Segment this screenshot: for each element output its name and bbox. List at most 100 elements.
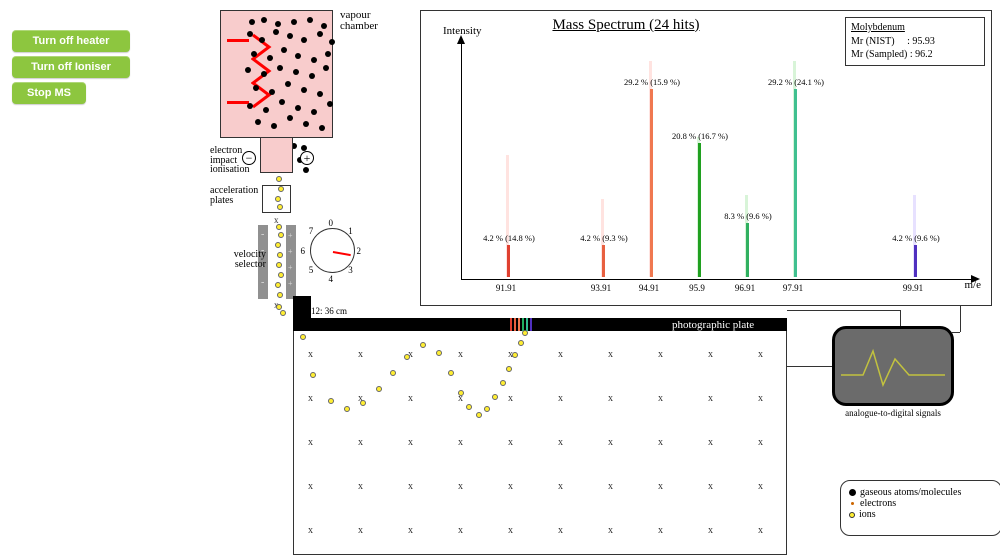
- atom-dot: [255, 119, 261, 125]
- atom-dot: [327, 101, 333, 107]
- field-x-mark: x: [558, 481, 563, 492]
- turn-off-heater-button[interactable]: Turn off heater: [12, 30, 130, 52]
- atom-dot: [247, 31, 253, 37]
- ion-dot: [448, 370, 454, 376]
- ion-dot: [404, 354, 410, 360]
- plate-label: photographic plate: [672, 319, 754, 331]
- ion-dot: [277, 204, 283, 210]
- ion-dot: [344, 406, 350, 412]
- legend-electrons: electrons: [849, 498, 993, 509]
- ion-dot: [310, 372, 316, 378]
- field-x-mark: x: [458, 437, 463, 448]
- atom-dot: [303, 167, 309, 173]
- spectrum-peak: [602, 245, 605, 277]
- field-x-mark: x: [758, 437, 763, 448]
- atom-dot: [279, 99, 285, 105]
- spectrum-peak: [507, 245, 510, 277]
- arrow-up-icon: [457, 35, 465, 44]
- spectrum-peak: [794, 89, 797, 277]
- oscilloscope-label: analogue-to-digital signals: [832, 408, 954, 418]
- field-x-mark: x: [558, 437, 563, 448]
- ion-dot: [466, 404, 472, 410]
- peak-label: 4.2 % (14.8 %): [483, 233, 535, 243]
- field-x-mark: x: [458, 481, 463, 492]
- c12-label: C12: 36 cm: [305, 306, 347, 316]
- ion-dot: [458, 390, 464, 396]
- ion-dot: [500, 380, 506, 386]
- ion-dot: [390, 370, 396, 376]
- isotope-mark: [530, 318, 532, 331]
- field-x-mark: x: [658, 525, 663, 536]
- ion-dot: [275, 282, 281, 288]
- field-x-mark: x: [358, 437, 363, 448]
- field-x-mark: x: [458, 525, 463, 536]
- atom-dot: [247, 103, 253, 109]
- ion-dot: [328, 398, 334, 404]
- atom-dot: [295, 53, 301, 59]
- ion-dot: [278, 186, 284, 192]
- field-x-mark: x: [308, 481, 313, 492]
- field-x-mark: x: [708, 481, 713, 492]
- ion-dot: [275, 242, 281, 248]
- atom-dot: [317, 31, 323, 37]
- field-x-mark: x: [408, 481, 413, 492]
- ion-dot: [376, 386, 382, 392]
- field-x-mark: x: [558, 393, 563, 404]
- atom-dot: [295, 105, 301, 111]
- ion-dot: [484, 406, 490, 412]
- x-tick-label: 99.91: [903, 283, 923, 293]
- atom-dot: [307, 17, 313, 23]
- ion-dot: [512, 352, 518, 358]
- atom-dot: [301, 87, 307, 93]
- drift-region: xxxxxxxxxxxxxxxxxxxxxxxxxxxxxxxxxxxxxxxx…: [293, 331, 787, 555]
- field-x-mark: x: [408, 393, 413, 404]
- stop-ms-button[interactable]: Stop MS: [12, 82, 86, 104]
- field-x-mark: x: [658, 437, 663, 448]
- atom-dot: [323, 65, 329, 71]
- atom-dot: [309, 73, 315, 79]
- field-x-mark: x: [508, 525, 513, 536]
- atom-dot: [263, 107, 269, 113]
- x-axis: [461, 279, 971, 280]
- field-x-mark: x: [558, 349, 563, 360]
- atom-dot: [287, 33, 293, 39]
- dial-tick: 7: [309, 226, 314, 236]
- atom-dot: [249, 19, 255, 25]
- spectrum-title: Mass Spectrum (24 hits): [421, 17, 831, 34]
- legend-box: gaseous atoms/molecules electrons ions: [840, 480, 1000, 536]
- field-x-mark: x: [758, 349, 763, 360]
- x-tick-label: 95.9: [689, 283, 705, 293]
- ion-dot: [275, 196, 281, 202]
- vapour-chamber-label: vapour chamber: [340, 10, 400, 32]
- ion-dot: [518, 340, 524, 346]
- field-x-mark: x: [608, 393, 613, 404]
- atom-dot: [293, 69, 299, 75]
- atom-dot: [251, 51, 257, 57]
- field-x-mark: x: [758, 481, 763, 492]
- field-x-mark: x: [508, 393, 513, 404]
- ion-dot: [476, 412, 482, 418]
- field-x-mark: x: [358, 525, 363, 536]
- turn-off-ioniser-button[interactable]: Turn off Ioniser: [12, 56, 130, 78]
- dial-tick: 5: [309, 265, 314, 275]
- velocity-selector-plate: + + + +: [286, 225, 296, 299]
- field-x-mark: x: [408, 437, 413, 448]
- anode-icon: +: [300, 151, 314, 165]
- isotope-mark: [510, 318, 512, 331]
- x-tick-label: 97.91: [783, 283, 803, 293]
- ion-dot: [506, 366, 512, 372]
- x-tick-label: 96.91: [735, 283, 755, 293]
- spectrum-peak: [698, 143, 701, 277]
- field-x-mark: x: [708, 393, 713, 404]
- field-x-mark: x: [308, 393, 313, 404]
- heater-element: [227, 101, 249, 104]
- element-info-box: Molybdenum Mr (NIST) : 95.93 Mr (Sampled…: [845, 17, 985, 66]
- atom-dot: [271, 123, 277, 129]
- field-x-mark: x: [608, 349, 613, 360]
- ion-dot: [492, 394, 498, 400]
- atom-dot: [253, 85, 259, 91]
- spectrum-peak: [914, 245, 917, 277]
- field-x-mark: x: [308, 349, 313, 360]
- field-x-mark: x: [708, 349, 713, 360]
- atom-dot: [291, 19, 297, 25]
